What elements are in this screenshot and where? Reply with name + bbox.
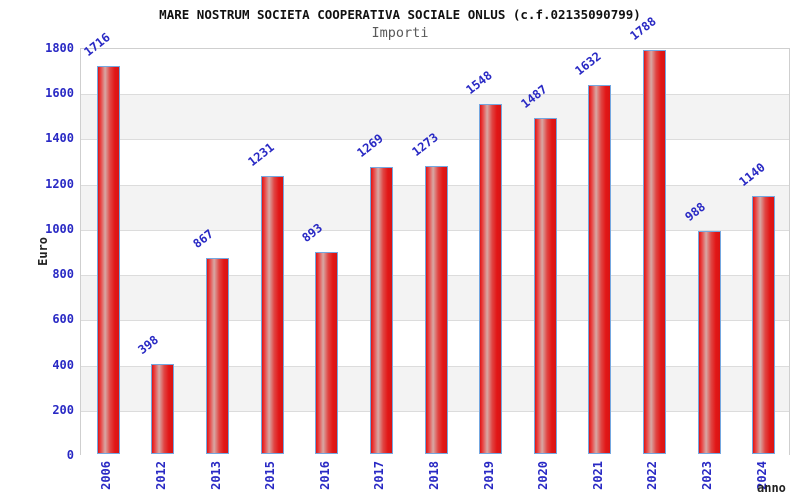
y-axis-label: Euro	[36, 237, 50, 266]
x-axis-label: anno	[757, 481, 786, 495]
y-tick-label: 600	[52, 312, 74, 327]
plot-area: 1716 398 867 1231 893 1269 1273 1548 1487 1632 178…	[80, 14, 790, 456]
x-tick-label: 2013	[208, 461, 223, 490]
x-tick-label: 2019	[481, 461, 496, 490]
bar-2006	[96, 66, 120, 454]
chart-subtitle: Importi	[371, 25, 429, 41]
plot-band	[81, 94, 789, 140]
chart-title: MARE NOSTRUM SOCIETA COOPERATIVA SOCIALE…	[159, 7, 641, 22]
bar-2019	[479, 103, 503, 454]
plot-band	[81, 49, 789, 95]
bar-2020	[533, 117, 557, 454]
x-tick-label: 2016	[317, 461, 332, 490]
x-tick-label: 2022	[645, 461, 660, 490]
x-tick-label: 2020	[536, 461, 551, 490]
x-tick-label: 2018	[427, 461, 441, 490]
y-tick-label: 1800	[45, 41, 74, 55]
bar-2013	[206, 257, 230, 454]
bar-2017	[369, 167, 393, 454]
x-tick-label: 2021	[590, 461, 605, 490]
bar-2016	[315, 252, 339, 454]
y-axis-label-wrap: Euro	[36, 48, 50, 455]
bar-2024	[752, 196, 776, 454]
bar-2015	[260, 175, 284, 454]
x-tick-label: 2023	[700, 461, 715, 490]
y-tick-label: 1200	[45, 176, 74, 191]
y-tick-label: 800	[52, 267, 74, 282]
bar-2021	[588, 85, 612, 454]
y-tick-label: 1000	[45, 221, 74, 236]
x-tick-label: 2012	[153, 461, 168, 490]
bar-2023	[697, 230, 721, 454]
gridline	[81, 139, 789, 141]
y-tick-label: 0	[66, 448, 74, 462]
gridline	[81, 94, 789, 96]
x-tick-label: 2015	[263, 461, 278, 490]
y-tick-label: 200	[52, 402, 74, 417]
bar-2012	[151, 364, 175, 454]
x-tick-label: 2017	[372, 461, 387, 490]
x-tick-label: 2006	[99, 461, 114, 490]
bar-2018	[424, 166, 448, 454]
y-tick-label: 1600	[45, 86, 74, 101]
y-tick-label: 400	[52, 357, 74, 372]
y-tick-label: 1400	[45, 131, 74, 146]
bar-2022	[642, 49, 666, 454]
